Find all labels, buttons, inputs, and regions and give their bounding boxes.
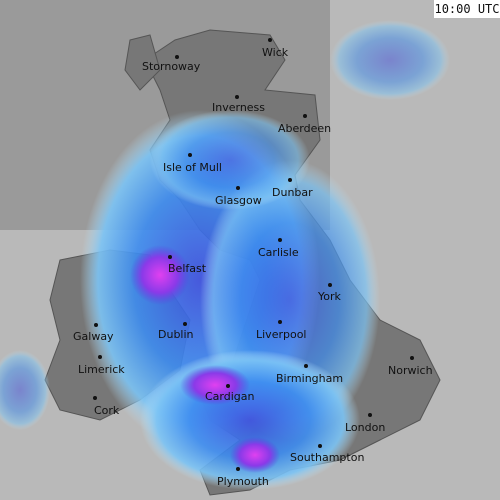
place-dot bbox=[236, 186, 240, 190]
place-label: Aberdeen bbox=[278, 122, 331, 135]
place-dot bbox=[278, 320, 282, 324]
place-dot bbox=[183, 322, 187, 326]
place-label: Limerick bbox=[78, 363, 125, 376]
place-label: Cork bbox=[94, 404, 120, 417]
place-dot bbox=[318, 444, 322, 448]
place-dot bbox=[98, 355, 102, 359]
place-label: Carlisle bbox=[258, 246, 299, 259]
place-label: Norwich bbox=[388, 364, 433, 377]
place-dot bbox=[410, 356, 414, 360]
place-label: Southampton bbox=[290, 451, 364, 464]
place-dot bbox=[93, 396, 97, 400]
place-label: Galway bbox=[73, 330, 114, 343]
place-dot bbox=[278, 238, 282, 242]
place-label: Cardigan bbox=[205, 390, 255, 403]
place-label: Inverness bbox=[212, 101, 265, 114]
place-dot bbox=[328, 283, 332, 287]
place-dot bbox=[94, 323, 98, 327]
place-label: Isle of Mull bbox=[163, 161, 222, 174]
place-label: Plymouth bbox=[217, 475, 269, 488]
place-label: Dublin bbox=[158, 328, 194, 341]
radar-echoes bbox=[0, 20, 450, 490]
place-dot bbox=[304, 364, 308, 368]
place-dot bbox=[188, 153, 192, 157]
place-label: London bbox=[345, 421, 385, 434]
place-dot bbox=[268, 38, 272, 42]
time-box bbox=[434, 0, 500, 18]
place-label: Liverpool bbox=[256, 328, 306, 341]
place-dot bbox=[288, 178, 292, 182]
places: Stornoway Wick Inverness Aberdeen Isle o… bbox=[73, 38, 433, 488]
place-label: York bbox=[317, 290, 342, 303]
place-label: Stornoway bbox=[142, 60, 201, 73]
place-label: Belfast bbox=[168, 262, 207, 275]
place-dot bbox=[235, 95, 239, 99]
place-dot bbox=[303, 114, 307, 118]
place-dot bbox=[368, 413, 372, 417]
place-label: Glasgow bbox=[215, 194, 262, 207]
place-label: Dunbar bbox=[272, 186, 313, 199]
place-dot bbox=[236, 467, 240, 471]
place-dot bbox=[168, 255, 172, 259]
timestamp: 10:00 UTC bbox=[434, 2, 499, 16]
place-dot bbox=[175, 55, 179, 59]
place-label: Birmingham bbox=[276, 372, 343, 385]
place-label: Wick bbox=[262, 46, 289, 59]
place-dot bbox=[226, 384, 230, 388]
